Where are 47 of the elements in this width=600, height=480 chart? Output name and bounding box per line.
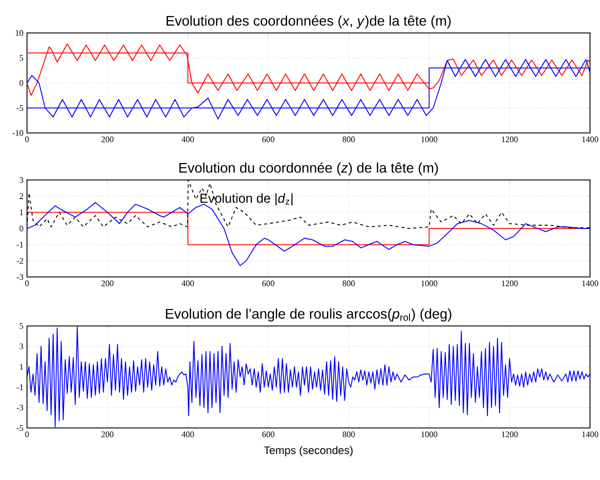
annotation: Evolution de |d$_{z}$| xyxy=(200,193,293,206)
y-tick-label: 10 xyxy=(16,30,24,36)
x-tick-label: 0 xyxy=(25,432,29,438)
x-tick-label: 0 xyxy=(25,136,29,142)
y-tick-label: 0 xyxy=(20,226,24,232)
x-tick-label: 1000 xyxy=(421,136,438,142)
x-tick-label: 1000 xyxy=(421,280,438,286)
y-tick-label: -2 xyxy=(16,258,24,264)
x-tick-label: 600 xyxy=(262,432,274,438)
x-tick-label: 200 xyxy=(101,280,114,286)
y-tick-label: -1 xyxy=(16,242,23,248)
x-tick-label: 800 xyxy=(342,280,355,286)
y-tick-label: 3 xyxy=(20,344,24,350)
x-tick-label: 1200 xyxy=(502,280,518,286)
x-tick-label: 1400 xyxy=(582,432,598,438)
y-tick-label: -3 xyxy=(16,274,24,280)
y-tick-label: 1 xyxy=(20,210,23,216)
x-tick-label: 1400 xyxy=(582,280,598,286)
chart-title: Evolution du coordonnée (z) de la tête (m) xyxy=(179,162,438,176)
y-tick-label: 0 xyxy=(20,80,24,86)
y-tick-label: 5 xyxy=(20,323,24,329)
x-tick-label: 1000 xyxy=(421,432,438,438)
y-tick-label: -3 xyxy=(16,404,24,410)
y-tick-label: 3 xyxy=(20,177,24,183)
y-tick-label: 5 xyxy=(20,55,24,61)
y-tick-label: -10 xyxy=(12,130,24,136)
x-tick-label: 400 xyxy=(182,280,194,286)
x-axis-title: Temps (secondes) xyxy=(264,446,353,456)
x-tick-label: 800 xyxy=(342,136,355,142)
x-tick-label: 1400 xyxy=(582,136,598,142)
y-tick-label: -1 xyxy=(16,384,23,390)
x-tick-label: 600 xyxy=(262,280,274,286)
x-tick-label: 200 xyxy=(101,136,114,142)
y-tick-label: -5 xyxy=(16,105,24,111)
x-tick-label: 0 xyxy=(25,280,29,286)
y-tick-label: 2 xyxy=(20,193,24,199)
x-tick-label: 1200 xyxy=(502,432,518,438)
x-tick-label: 400 xyxy=(182,432,194,438)
x-tick-label: 1200 xyxy=(502,136,518,142)
y-tick-label: -5 xyxy=(16,425,24,431)
chart-title: Evolution des coordonnées (x, y)de la tête (m) xyxy=(166,15,451,28)
x-tick-label: 200 xyxy=(101,432,114,438)
x-tick-label: 400 xyxy=(182,136,194,142)
x-tick-label: 600 xyxy=(262,136,274,142)
y-tick-label: 1 xyxy=(20,364,23,370)
chart-title: Evolution de l’angle de roulis arccos(p$_{rol}$) (deg) xyxy=(166,308,452,322)
x-tick-label: 800 xyxy=(342,432,355,438)
